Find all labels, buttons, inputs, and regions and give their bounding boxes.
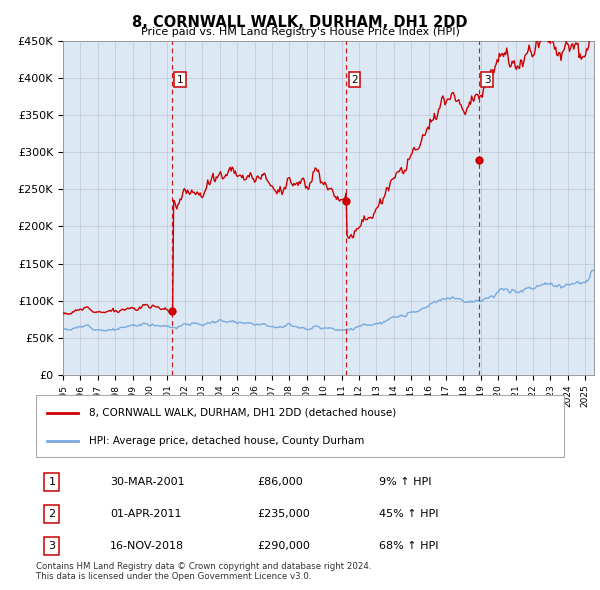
Text: 3: 3 (49, 541, 55, 551)
Text: HPI: Average price, detached house, County Durham: HPI: Average price, detached house, Coun… (89, 435, 364, 445)
Text: 45% ↑ HPI: 45% ↑ HPI (379, 509, 439, 519)
Text: Contains HM Land Registry data © Crown copyright and database right 2024.
This d: Contains HM Land Registry data © Crown c… (36, 562, 371, 581)
Text: 2: 2 (48, 509, 55, 519)
Text: 1: 1 (177, 75, 184, 85)
Text: £235,000: £235,000 (258, 509, 311, 519)
Text: 8, CORNWALL WALK, DURHAM, DH1 2DD (detached house): 8, CORNWALL WALK, DURHAM, DH1 2DD (detac… (89, 408, 396, 418)
Text: £290,000: £290,000 (258, 541, 311, 551)
Text: £86,000: £86,000 (258, 477, 304, 487)
Text: 68% ↑ HPI: 68% ↑ HPI (379, 541, 439, 551)
Text: 01-APR-2011: 01-APR-2011 (110, 509, 181, 519)
Text: 30-MAR-2001: 30-MAR-2001 (110, 477, 185, 487)
Text: 3: 3 (484, 75, 491, 85)
Text: Price paid vs. HM Land Registry's House Price Index (HPI): Price paid vs. HM Land Registry's House … (140, 27, 460, 37)
Text: 9% ↑ HPI: 9% ↑ HPI (379, 477, 432, 487)
FancyBboxPatch shape (36, 395, 564, 457)
Text: 8, CORNWALL WALK, DURHAM, DH1 2DD: 8, CORNWALL WALK, DURHAM, DH1 2DD (132, 15, 468, 30)
Text: 2: 2 (351, 75, 358, 85)
Text: 16-NOV-2018: 16-NOV-2018 (110, 541, 184, 551)
Text: 1: 1 (49, 477, 55, 487)
